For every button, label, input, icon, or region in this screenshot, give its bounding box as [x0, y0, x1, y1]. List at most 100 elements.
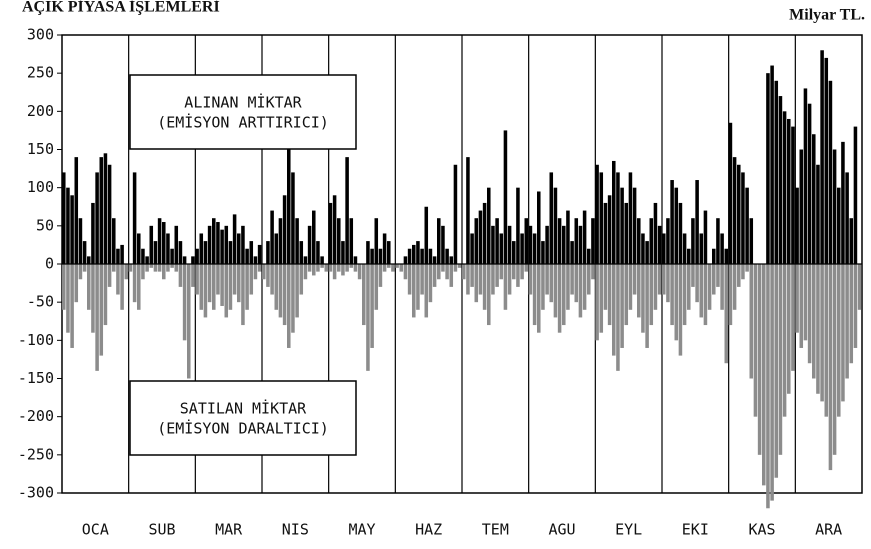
bar	[849, 264, 854, 364]
bar	[445, 264, 449, 280]
bar	[332, 195, 337, 264]
bar	[528, 225, 533, 264]
bar	[687, 248, 691, 264]
bar	[682, 233, 687, 264]
bar	[603, 202, 608, 264]
bar	[187, 264, 191, 379]
bar	[624, 202, 629, 264]
bar	[503, 130, 508, 264]
bar	[291, 172, 295, 264]
bar	[145, 264, 149, 272]
y-tick-label: 300	[27, 26, 54, 44]
bar	[716, 218, 720, 264]
bar	[795, 264, 799, 333]
bar	[820, 50, 824, 265]
bar	[82, 241, 87, 264]
bar	[782, 264, 787, 417]
bar	[566, 210, 570, 264]
bar	[303, 256, 308, 264]
bar	[745, 187, 749, 264]
bar	[628, 172, 633, 264]
bar	[120, 264, 124, 310]
bar	[499, 233, 504, 264]
bar	[349, 218, 354, 264]
bar	[345, 157, 349, 264]
bar	[424, 206, 429, 264]
legend-sublabel: (EMİSYON DARALTICI)	[157, 419, 329, 438]
bar	[562, 225, 566, 264]
bar	[482, 202, 487, 264]
bar	[466, 264, 470, 295]
y-tick-label: -100	[18, 331, 54, 349]
bar	[345, 264, 349, 272]
bar	[353, 256, 358, 264]
bar	[374, 264, 379, 310]
bar	[712, 248, 716, 264]
bar	[474, 264, 479, 303]
bar	[370, 264, 374, 348]
bar	[112, 264, 116, 272]
bar	[532, 233, 537, 264]
bar	[737, 264, 741, 287]
bar	[312, 264, 316, 276]
bar	[149, 264, 154, 268]
bar	[487, 264, 491, 326]
bar	[582, 210, 587, 264]
bar	[212, 218, 216, 264]
bar	[766, 73, 770, 265]
bar	[553, 264, 558, 318]
bar	[366, 241, 370, 264]
bar	[766, 264, 770, 509]
bar	[328, 264, 333, 272]
bar	[441, 264, 445, 272]
bar	[641, 264, 645, 333]
bar	[424, 264, 429, 318]
bar	[737, 164, 741, 264]
bar	[278, 218, 283, 264]
bar	[753, 264, 758, 417]
bar	[791, 126, 795, 264]
bar	[166, 264, 170, 272]
legend-label: ALINAN MİKTAR	[184, 93, 302, 112]
bar	[774, 264, 779, 478]
bar	[278, 264, 283, 318]
bar	[145, 256, 149, 264]
bar	[437, 218, 441, 264]
bar	[124, 264, 129, 280]
bar	[387, 241, 391, 264]
bar	[637, 264, 641, 318]
bar	[207, 264, 212, 303]
bar	[612, 264, 616, 356]
bar	[103, 153, 108, 264]
bar	[774, 80, 779, 264]
bar	[828, 80, 833, 264]
bar	[307, 225, 312, 264]
bar	[482, 264, 487, 310]
bar	[266, 241, 270, 264]
bar	[270, 210, 274, 264]
bar	[807, 264, 812, 364]
bar	[662, 233, 666, 264]
bar	[795, 187, 799, 264]
bar	[120, 244, 124, 264]
bar	[228, 241, 233, 264]
y-tick-label: 200	[27, 102, 54, 120]
bar	[837, 187, 841, 264]
bar	[282, 264, 287, 326]
bar	[724, 248, 729, 264]
bar	[370, 248, 374, 264]
bar	[232, 264, 237, 295]
bar	[732, 264, 737, 310]
bar	[107, 264, 112, 287]
bar	[199, 233, 204, 264]
bar	[557, 218, 562, 264]
bar	[337, 264, 341, 272]
bar	[295, 264, 299, 318]
bar	[803, 88, 808, 264]
bar	[74, 157, 79, 264]
bar	[807, 103, 812, 264]
bar	[157, 264, 162, 272]
bar	[287, 264, 291, 348]
bar	[824, 57, 829, 265]
